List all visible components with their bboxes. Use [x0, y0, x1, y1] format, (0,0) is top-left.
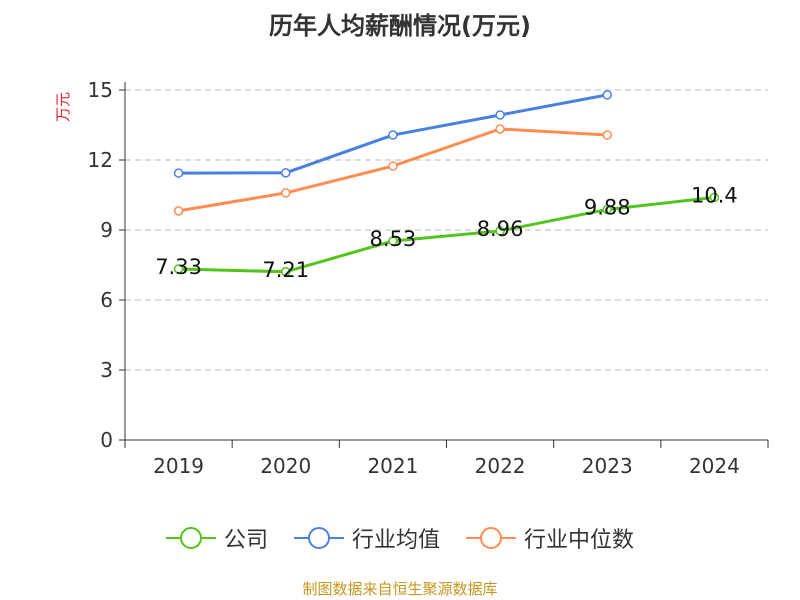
x-tick-label: 2023 — [582, 454, 633, 478]
data-label: 9.88 — [584, 195, 631, 219]
x-tick-label: 2020 — [260, 454, 311, 478]
data-point — [602, 90, 612, 100]
y-tick-label: 3 — [100, 358, 113, 382]
legend-label: 公司 — [223, 528, 268, 553]
y-tick-label: 15 — [88, 78, 113, 102]
y-tick-label: 9 — [100, 218, 113, 242]
data-point — [388, 236, 398, 246]
y-tick-label: 6 — [100, 288, 113, 312]
data-point — [281, 188, 291, 198]
legend-label: 行业中位数 — [524, 528, 635, 553]
data-point — [388, 130, 398, 140]
data-label: 7.21 — [262, 258, 309, 282]
data-point — [709, 192, 720, 203]
legend-item-industry-mean[interactable]: 行业均值 — [293, 522, 440, 554]
source-note: 制图数据来自恒生聚源数据库 — [302, 580, 498, 598]
data-point — [495, 110, 505, 120]
data-point — [281, 267, 291, 277]
chart-title: 历年人均薪酬情况(万元) — [269, 12, 531, 40]
legend-item-industry-median[interactable]: 行业中位数 — [466, 522, 634, 554]
data-point — [495, 226, 505, 236]
data-point — [602, 204, 612, 215]
data-point — [281, 168, 291, 178]
data-point — [602, 130, 612, 140]
series-line — [178, 195, 715, 274]
legend: 公司 行业均值 行业中位数 — [0, 522, 800, 554]
data-label: 10.4 — [691, 183, 738, 207]
x-tick-label: 2019 — [153, 454, 204, 478]
data-point — [388, 161, 398, 171]
data-point — [173, 206, 184, 216]
x-tick-label: 2024 — [689, 454, 740, 478]
y-tick-label: 12 — [88, 148, 113, 172]
y-tick-label: 0 — [100, 428, 113, 452]
data-label: 8.96 — [477, 217, 524, 241]
data-point — [173, 168, 184, 178]
legend-item-company[interactable]: 公司 — [165, 522, 268, 554]
data-point — [173, 264, 184, 274]
data-label: 8.53 — [370, 227, 417, 251]
data-label: 7.33 — [155, 255, 202, 279]
x-tick-label: 2021 — [367, 454, 418, 478]
legend-label: 行业均值 — [351, 528, 440, 553]
x-tick-label: 2022 — [475, 454, 526, 478]
data-point — [495, 124, 505, 134]
